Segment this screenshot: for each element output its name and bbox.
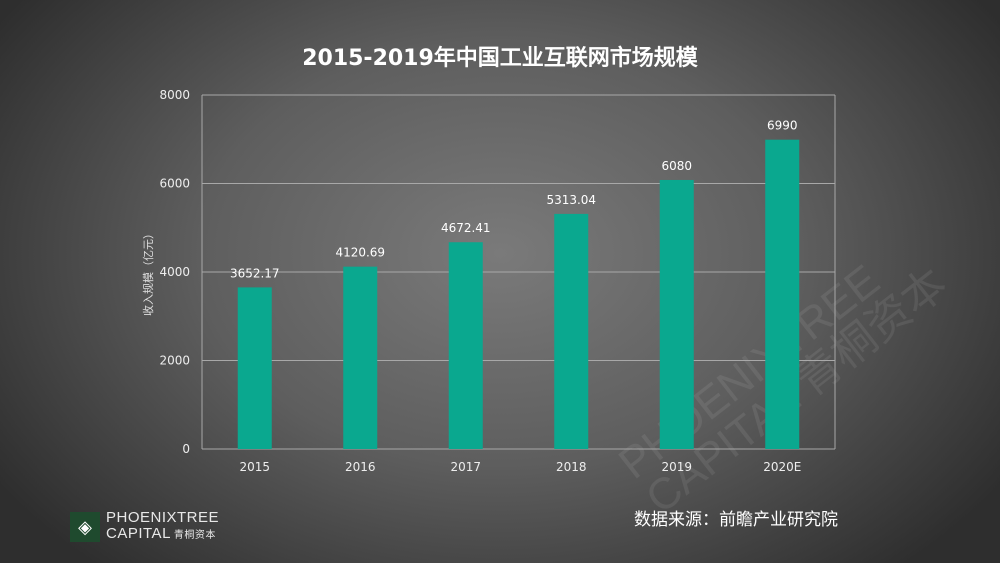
x-tick-label: 2016 [345, 460, 376, 474]
x-tick-label: 2018 [556, 460, 587, 474]
bar [659, 179, 694, 449]
logo-cube-icon: ◈ [70, 512, 100, 542]
bar [765, 139, 800, 449]
x-tick-label: 2019 [661, 460, 692, 474]
data-label: 6990 [767, 119, 798, 133]
data-label: 5313.04 [546, 193, 596, 207]
data-label: 3652.17 [230, 266, 280, 280]
x-tick-label: 2020E [763, 460, 801, 474]
logo-line1: PHOENIXTREE [106, 509, 220, 526]
y-tick-label: 6000 [159, 177, 190, 191]
logo-cn: 青桐资本 [173, 530, 216, 541]
y-tick-label: 8000 [159, 88, 190, 102]
y-tick-label: 0 [182, 442, 190, 456]
logo-line2: CAPITAL [106, 525, 171, 542]
data-label: 4672.41 [441, 221, 491, 235]
x-tick-label: 2015 [239, 460, 270, 474]
source-note: 数据来源：前瞻产业研究院 [634, 510, 838, 530]
logo: ◈ PHOENIXTREE CAPITAL 青桐资本 [70, 510, 219, 544]
y-tick-label: 4000 [159, 265, 190, 279]
y-tick-label: 2000 [159, 354, 190, 368]
bar [554, 213, 589, 449]
data-label: 6080 [661, 159, 692, 173]
x-tick-label: 2017 [450, 460, 481, 474]
bar [343, 266, 378, 449]
bar [237, 287, 272, 449]
chart-title: 2015-2019年中国工业互联网市场规模 [302, 46, 698, 71]
data-label: 4120.69 [335, 246, 385, 260]
bar [448, 242, 483, 449]
y-axis-label: 收入规模（亿元） [141, 228, 155, 316]
